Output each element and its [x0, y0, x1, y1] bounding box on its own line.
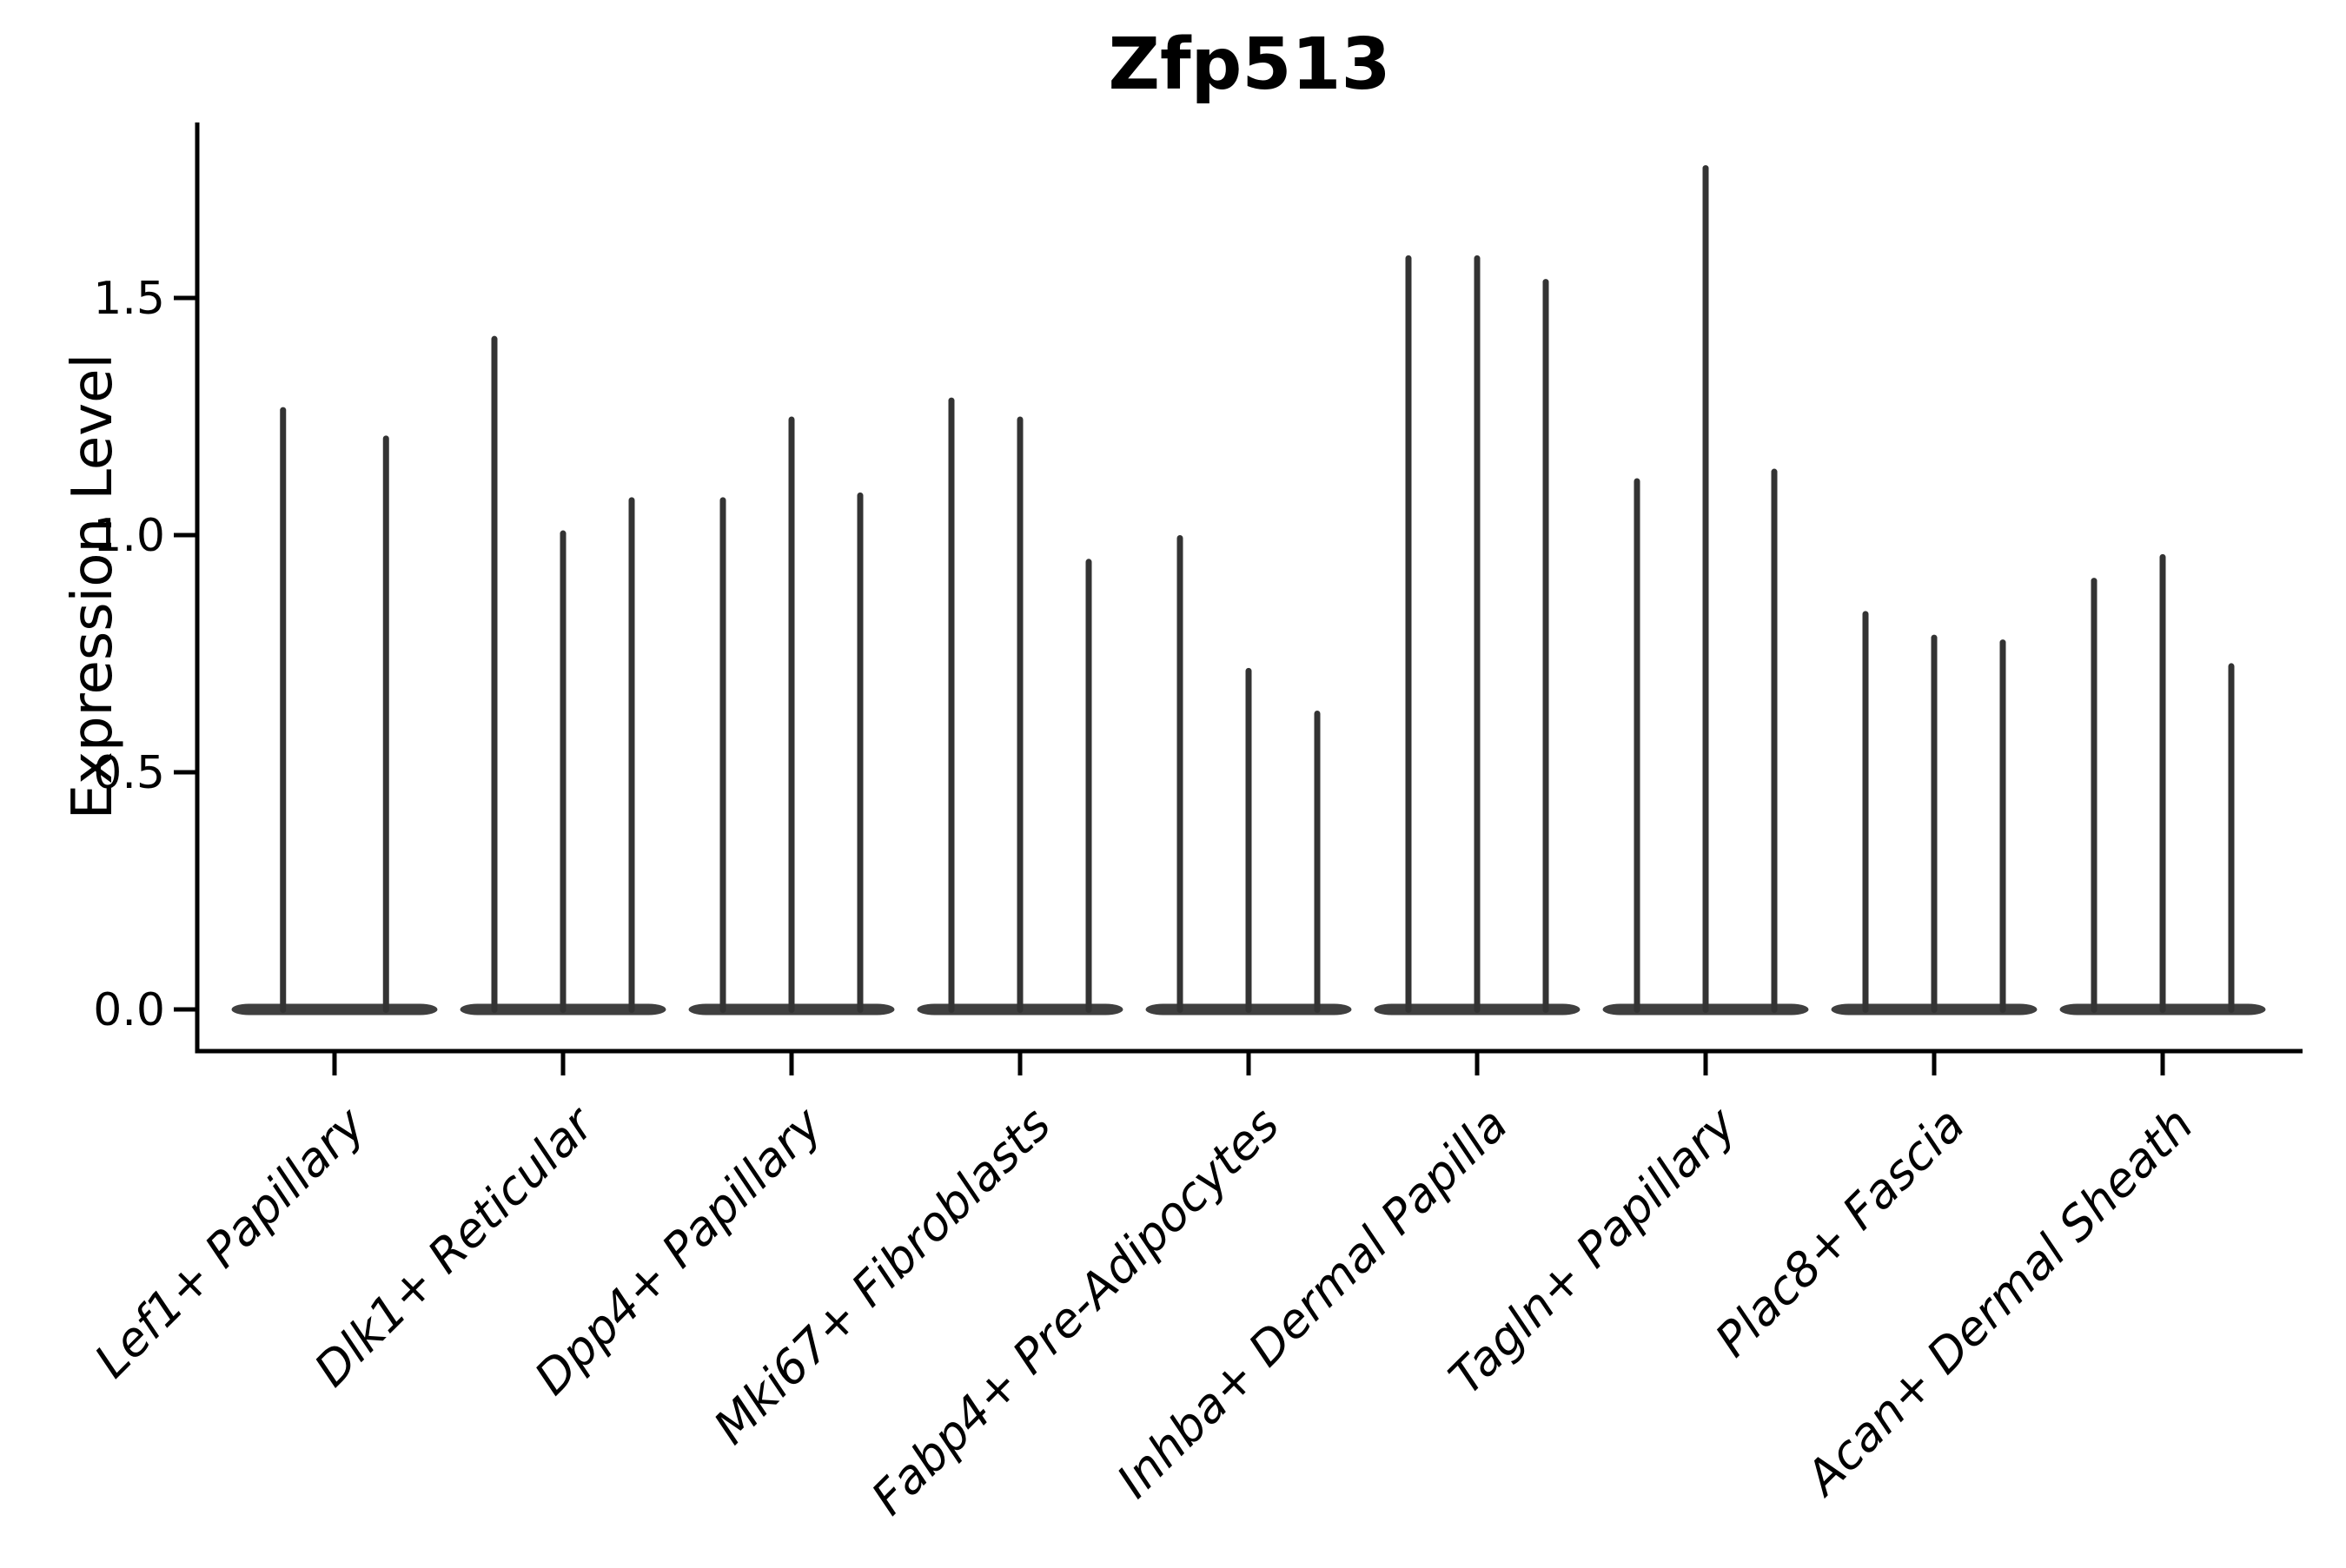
y-axis-ticks: 0.0 0.5 1.0 1.5 — [93, 273, 197, 1036]
violin-spike — [1862, 611, 1869, 1013]
violin-spike — [1999, 639, 2006, 1013]
violin-spike — [560, 530, 567, 1013]
violin-spike — [2228, 663, 2235, 1013]
x-tick-label: Fabp4+ Pre-Adipocytes — [861, 1097, 1289, 1525]
violin-spike — [1176, 535, 1183, 1013]
y-tick-label: 0.0 — [93, 984, 165, 1036]
violin-spike — [1405, 255, 1412, 1013]
x-tick-label: Acan+ Dermal Sheath — [1793, 1097, 2204, 1507]
violin-spike — [857, 492, 864, 1013]
violin-spike — [280, 407, 287, 1014]
violin-spike — [1474, 255, 1481, 1013]
violin-spike — [2091, 578, 2097, 1013]
violin-spike — [1931, 634, 1938, 1013]
violin-spike — [1771, 468, 1778, 1013]
y-tick-label: 1.0 — [93, 510, 165, 562]
violin-spike — [788, 416, 795, 1013]
chart-title: Zfp513 — [1109, 23, 1391, 106]
violin-spike — [1702, 165, 1709, 1013]
y-tick-label: 0.5 — [93, 747, 165, 799]
violin-spike — [491, 335, 498, 1013]
y-tick-label: 1.5 — [93, 273, 165, 325]
violin-spike — [628, 497, 635, 1013]
violins — [231, 165, 2266, 1016]
violin-spike — [2159, 553, 2166, 1013]
violin-base — [231, 1003, 438, 1016]
violin-spike — [1542, 279, 1549, 1013]
violin-spike — [1245, 667, 1252, 1013]
violin-spike — [948, 397, 955, 1013]
violin-spike — [1314, 711, 1321, 1013]
y-axis-label: Expression Level — [61, 354, 125, 820]
violin-spike — [1085, 559, 1092, 1013]
x-tick-label: Inhba+ Dermal Papilla — [1106, 1097, 1518, 1509]
violin-spike — [719, 497, 726, 1013]
violin-spike — [1017, 416, 1024, 1013]
violin-spike — [382, 435, 389, 1014]
violin-spike — [1634, 478, 1640, 1013]
